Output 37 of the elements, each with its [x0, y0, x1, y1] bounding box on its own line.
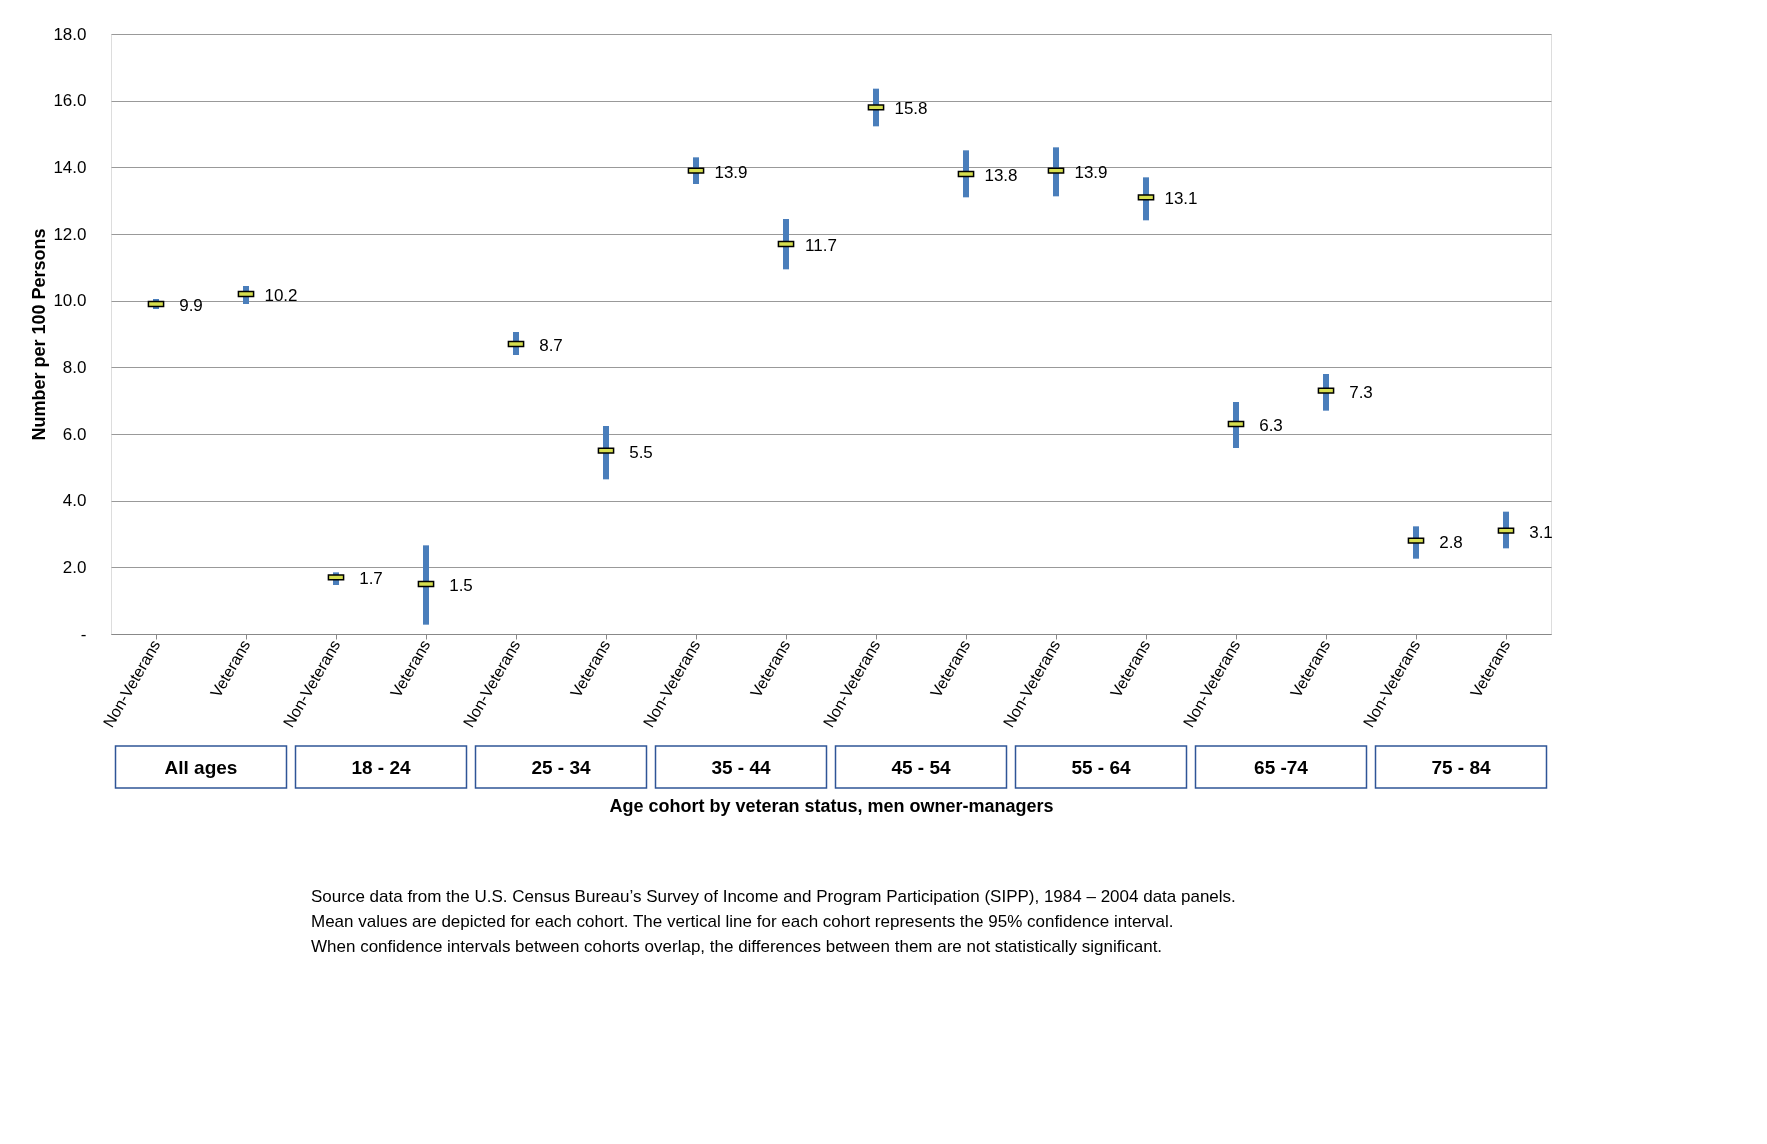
- y-tick-label: 8.0: [62, 357, 87, 377]
- data-label: 1.7: [359, 569, 383, 589]
- y-tick-label: 10.0: [53, 291, 87, 311]
- y-tick-label: 2.0: [62, 557, 87, 577]
- x-axis-title: Age cohort by veteran status, men owner-managers: [609, 796, 1054, 817]
- y-tick-label: 14.0: [53, 157, 87, 177]
- text: 65 -74: [1254, 757, 1309, 778]
- data-label: 15.8: [894, 99, 928, 119]
- data-label: 13.9: [1074, 162, 1108, 182]
- text: 35 - 44: [711, 757, 772, 778]
- data-label: 11.7: [805, 236, 837, 255]
- text: 55 - 64: [1071, 757, 1132, 778]
- text: 25 - 34: [531, 757, 592, 778]
- data-label: 2.8: [1439, 532, 1463, 552]
- source-note: Source data from the U.S. Census Bureau’s Survey of Income and Program Participation (SIPP), 1984 – 2004 data panels. Mean values are depicted for each cohort. The vertical line for each cohort represents the 95% confidence interval. When confidence intervals between cohorts overlap, the differences between them are not statistically significant.: [311, 887, 1236, 956]
- text: 75 - 84: [1431, 757, 1492, 778]
- data-label: 13.1: [1164, 189, 1198, 209]
- text: 18 - 24: [351, 757, 412, 778]
- y-tick-label: 12.0: [53, 224, 87, 244]
- y-tick-label: 6.0: [62, 424, 87, 444]
- y-tick-label: 4.0: [62, 491, 87, 511]
- data-label: 13.8: [984, 166, 1018, 185]
- y-axis-title: Number per 100 Persons: [29, 228, 50, 441]
- y-tick-label: 18.0: [53, 24, 87, 44]
- data-label: 7.3: [1349, 382, 1373, 402]
- data-label: 13.9: [714, 162, 748, 182]
- data-label: 8.7: [539, 336, 563, 355]
- data-label: 5.5: [629, 442, 653, 462]
- text: 45 - 54: [891, 757, 952, 778]
- text: All ages: [164, 757, 238, 778]
- data-label: 1.5: [449, 576, 473, 595]
- data-label: 10.2: [264, 286, 298, 305]
- y-tick-label: -: [80, 624, 87, 644]
- data-label: 3.1: [1529, 522, 1553, 542]
- data-label: 6.3: [1259, 416, 1283, 435]
- data-label: 9.9: [179, 296, 203, 315]
- y-tick-label: 16.0: [53, 91, 87, 111]
